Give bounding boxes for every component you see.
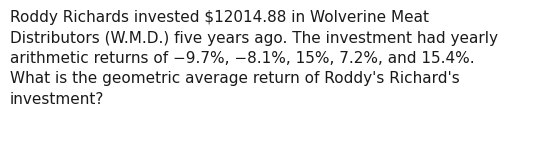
- Text: Roddy Richards invested $12014.88 in Wolverine Meat
Distributors (W.M.D.) five y: Roddy Richards invested $12014.88 in Wol…: [10, 10, 498, 107]
